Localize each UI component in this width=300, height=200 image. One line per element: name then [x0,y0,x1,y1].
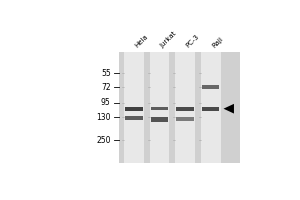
Bar [124,52,144,163]
Bar [151,107,168,110]
Text: PC-3: PC-3 [185,33,201,49]
Text: 55: 55 [101,69,111,78]
Bar [201,52,220,163]
Text: 130: 130 [96,113,111,122]
Bar [125,107,143,111]
Bar [202,85,219,89]
Text: 72: 72 [101,83,111,92]
Bar [176,117,194,121]
Bar [202,107,219,111]
Text: 250: 250 [96,136,111,145]
Text: 95: 95 [101,98,111,107]
Bar [125,116,143,120]
Bar [150,52,169,163]
Bar [119,52,240,163]
Text: Jurkat: Jurkat [160,30,178,49]
Text: Raji: Raji [211,35,224,49]
Text: Hela: Hela [134,33,149,49]
Bar [175,52,195,163]
Polygon shape [224,104,234,114]
Bar [176,107,194,111]
Bar [151,117,168,122]
